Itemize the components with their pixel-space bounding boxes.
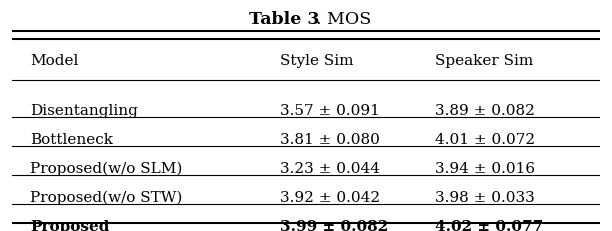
Text: Proposed(w/o SLM): Proposed(w/o SLM) (30, 161, 182, 175)
Text: 3.89 ± 0.082: 3.89 ± 0.082 (435, 103, 535, 117)
Text: Disentangling: Disentangling (30, 103, 138, 117)
Text: 4.01 ± 0.072: 4.01 ± 0.072 (435, 132, 536, 146)
Text: 3.92 ± 0.042: 3.92 ± 0.042 (280, 190, 379, 204)
Text: Proposed: Proposed (30, 219, 109, 231)
Text: 3.94 ± 0.016: 3.94 ± 0.016 (435, 161, 536, 175)
Text: 3.99 ± 0.082: 3.99 ± 0.082 (280, 219, 388, 231)
Text: Bottleneck: Bottleneck (30, 132, 113, 146)
Text: Table 3: Table 3 (248, 11, 319, 28)
Text: 3.57 ± 0.091: 3.57 ± 0.091 (280, 103, 379, 117)
Text: Speaker Sim: Speaker Sim (435, 53, 534, 67)
Text: Style Sim: Style Sim (280, 53, 353, 67)
Text: 3.23 ± 0.044: 3.23 ± 0.044 (280, 161, 379, 175)
Text: Model: Model (30, 53, 78, 67)
Text: 3.98 ± 0.033: 3.98 ± 0.033 (435, 190, 535, 204)
Text: 4.02 ± 0.077: 4.02 ± 0.077 (435, 219, 543, 231)
Text: . MOS: . MOS (316, 11, 371, 28)
Text: Proposed(w/o STW): Proposed(w/o STW) (30, 190, 182, 204)
Text: 3.81 ± 0.080: 3.81 ± 0.080 (280, 132, 379, 146)
